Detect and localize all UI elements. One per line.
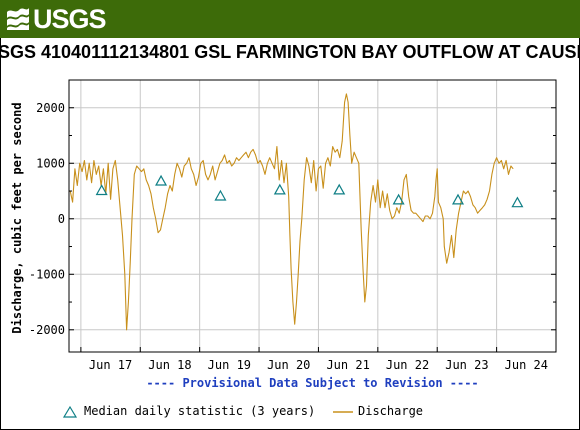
x-tick-label: Jun 21 xyxy=(326,358,369,372)
y-tick-label: 0 xyxy=(58,212,65,226)
x-tick-label: Jun 19 xyxy=(208,358,251,372)
axis-ticks: -2000 -1000 0 1000 2000 Jun 17 Jun 18 Jun 19 Jun… xyxy=(29,101,557,372)
provisional-note: ---- Provisional Data Subject to Revisio… xyxy=(146,376,479,390)
x-tick-label: Jun 23 xyxy=(445,358,488,372)
median-point xyxy=(511,196,524,208)
legend-discharge-label: Discharge xyxy=(358,404,424,418)
y-tick-label: -2000 xyxy=(29,323,65,337)
x-tick-label: Jun 20 xyxy=(267,358,310,372)
plot-area xyxy=(68,79,557,353)
median-point xyxy=(273,183,286,195)
y-axis-label: Discharge, cubic feet per second xyxy=(10,102,24,333)
y-tick-label: 1000 xyxy=(36,156,65,170)
chart-title: SGS 410401112134801 GSL FARMINGTON BAY O… xyxy=(0,42,580,62)
y-tick-label: 2000 xyxy=(36,101,65,115)
legend-median-label: Median daily statistic (3 years) xyxy=(84,404,316,418)
median-point xyxy=(95,184,108,196)
series-layer xyxy=(69,93,524,331)
x-tick-label: Jun 17 xyxy=(89,358,132,372)
usgs-logo[interactable]: USGS xyxy=(6,3,107,34)
median-point xyxy=(155,174,168,186)
triangle-icon xyxy=(62,405,78,418)
usgs-wordmark: USGS xyxy=(33,3,107,34)
discharge-series-line xyxy=(69,93,514,331)
median-point xyxy=(392,193,405,205)
line-icon xyxy=(333,411,353,413)
median-point xyxy=(451,193,465,205)
usgs-banner: USGS xyxy=(0,0,580,38)
x-tick-label: Jun 22 xyxy=(386,358,429,372)
median-point xyxy=(333,183,346,195)
median-point xyxy=(214,189,227,201)
x-tick-label: Jun 24 xyxy=(505,358,548,372)
legend: Median daily statistic (3 years) Dischar… xyxy=(0,400,580,424)
grid-lines xyxy=(69,80,556,352)
y-tick-label: -1000 xyxy=(29,267,65,281)
usgs-logo-icon xyxy=(7,8,29,30)
x-tick-label: Jun 18 xyxy=(148,358,191,372)
